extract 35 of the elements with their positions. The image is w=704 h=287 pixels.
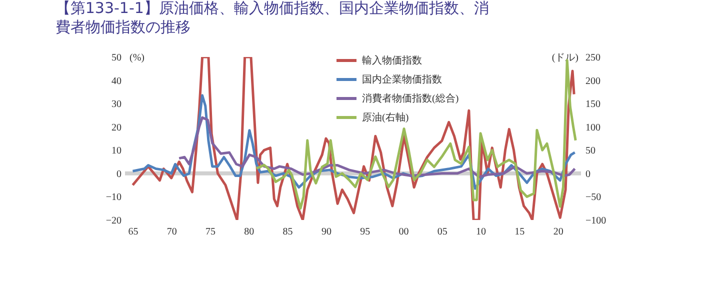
x-tick-label: 95	[360, 226, 370, 238]
y2-tick-label: 50	[586, 146, 596, 157]
y2-tick-label: 200	[586, 76, 600, 87]
y2-tick-label: 100	[586, 122, 600, 134]
text: 費者物価指数の推移	[55, 18, 190, 36]
y2-tick-label: −100	[586, 216, 606, 226]
x-tick-label: 10	[476, 226, 486, 238]
y-tick-label: 30	[112, 99, 122, 110]
x-tick-label: 80	[244, 226, 254, 238]
y2-tick-label: −50	[586, 192, 602, 204]
x-tick-label: 15	[514, 226, 525, 238]
x-tick-label: 75	[206, 226, 216, 238]
text: 【第133-1-1】原油価格、輸入物価指数、国内企業物価指数、消	[55, 0, 489, 17]
legend-label: 原油(右軸)	[362, 112, 409, 124]
x-tick-label: 85	[282, 226, 293, 238]
y-tick-label: 20	[112, 122, 122, 134]
legend-label: 輸入物価指数	[362, 54, 422, 66]
x-tick-label: 70	[166, 226, 177, 238]
y-tick-label: −10	[106, 192, 122, 204]
y-tick-label: 0	[116, 168, 122, 180]
x-tick-label: 05	[437, 226, 448, 238]
x-tick-label: 00	[398, 226, 409, 238]
x-tick-label: 65	[128, 226, 138, 238]
y-tick-label: 50	[112, 52, 122, 64]
y2-tick-label: 0	[586, 168, 590, 180]
y-axis-title: (%)	[130, 52, 144, 64]
y-tick-label: −20	[106, 216, 122, 226]
y2-tick-label: 250	[586, 52, 600, 64]
x-tick-label: 20	[553, 226, 564, 238]
x-tick-label: 90	[321, 226, 332, 238]
legend-label: 消費者物価指数(総合)	[362, 92, 459, 104]
y-tick-label: 10	[112, 146, 122, 157]
legend-label: 国内企業物価指数	[362, 74, 442, 86]
y-tick-label: 40	[112, 76, 122, 87]
y2-tick-label: 150	[586, 99, 600, 110]
